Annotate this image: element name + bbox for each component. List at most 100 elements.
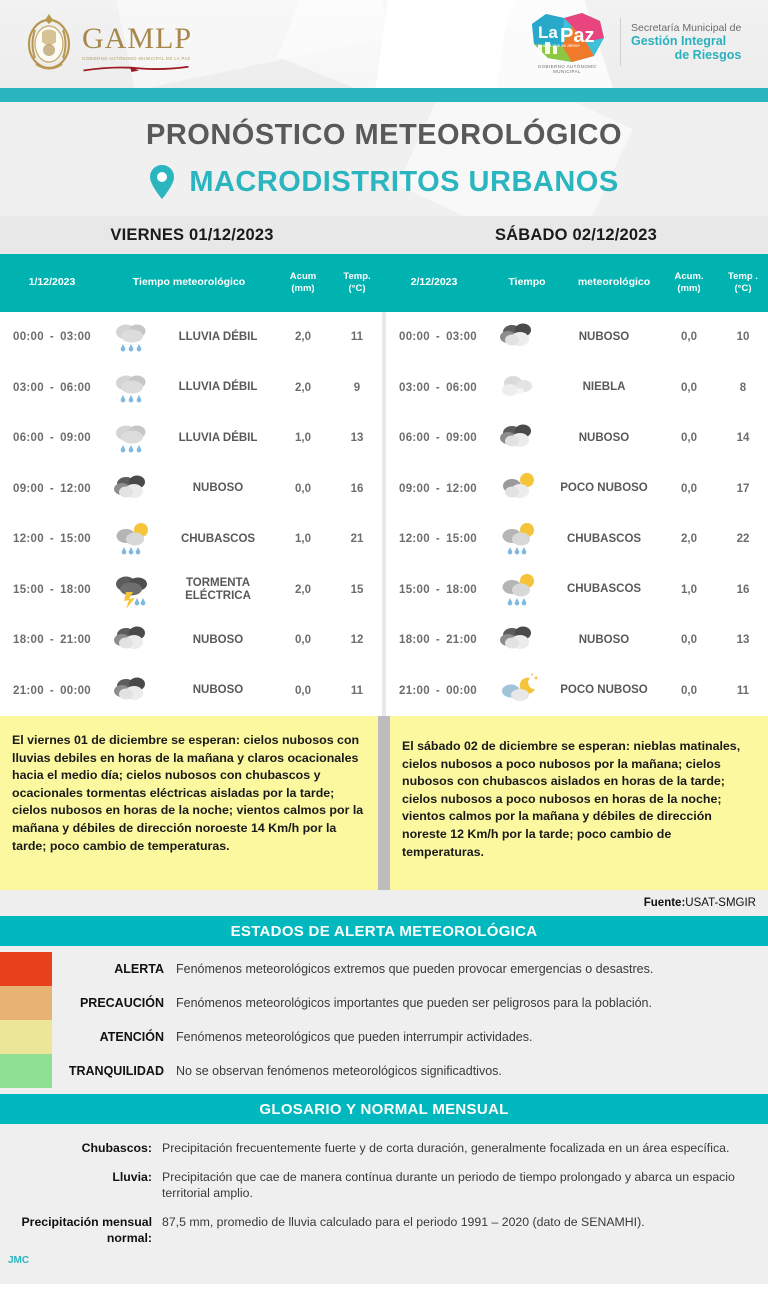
weather-description: NUBOSO — [578, 633, 630, 646]
row-weather-icon-cell — [104, 464, 162, 515]
table-header-saturday: 2/12/2023 Tiempo meteorológico Acum. (mm… — [382, 254, 768, 312]
lapaz-mark-icon: La Paz ciudad que se atreve GOBIERNO AUT… — [524, 12, 610, 74]
row-acum-cell: 2,0 — [274, 363, 332, 414]
temp-value: 21 — [350, 533, 364, 546]
alert-level-name: ATENCIÓN — [99, 1030, 164, 1044]
alert-level-description: No se observan fenómenos meteorológicos … — [176, 1064, 502, 1078]
row-weather-desc-cell: NUBOSO — [162, 464, 274, 515]
forecast-row: 18:00 - 21:00 NUBOSO 0,0 — [0, 615, 382, 666]
time-to: 03:00 — [60, 331, 91, 344]
temp-value: 16 — [736, 583, 750, 596]
lapaz-caption: GOBIERNO AUTÓNOMO MUNICIPAL — [537, 64, 597, 74]
temp-value: 13 — [736, 634, 750, 647]
cloudy-icon — [496, 621, 542, 659]
coat-of-arms-icon — [22, 10, 76, 74]
day-heading-label: VIERNES 01/12/2023 — [110, 225, 274, 244]
forecast-row: 03:00 - 06:00 LLUVIA DÉBIL 2,0 9 — [0, 363, 382, 414]
time-dash: - — [49, 432, 55, 445]
glossary-term: Lluvia: — [112, 1169, 152, 1184]
acum-value: 1,0 — [295, 432, 311, 445]
time-to: 06:00 — [60, 381, 91, 394]
row-time-range: 09:00 - 12:00 — [0, 464, 104, 515]
time-to: 09:00 — [446, 432, 477, 445]
row-temp-cell: 15 — [332, 565, 382, 616]
forecast-row: 15:00 - 18:00 CHUBASCOS 1,0 16 — [386, 565, 768, 616]
time-from: 21:00 — [13, 684, 44, 697]
temp-value: 14 — [736, 432, 750, 445]
acum-value: 1,0 — [681, 583, 697, 596]
row-time-range: 18:00 - 21:00 — [386, 615, 490, 666]
row-time-range: 18:00 - 21:00 — [0, 615, 104, 666]
time-from: 09:00 — [399, 482, 430, 495]
forecast-table-body: 00:00 - 03:00 LLUVIA DÉBIL 2,0 11 — [0, 312, 768, 716]
cloudy-icon — [496, 318, 542, 356]
time-to: 18:00 — [446, 583, 477, 596]
row-weather-icon-cell — [490, 312, 548, 363]
alert-level-name: PRECAUCIÓN — [79, 996, 164, 1010]
time-to: 06:00 — [446, 381, 477, 394]
temp-value: 12 — [350, 634, 364, 647]
row-temp-cell: 13 — [718, 615, 768, 666]
glossary-term: Chubascos: — [81, 1141, 152, 1155]
row-acum-cell: 1,0 — [660, 565, 718, 616]
location-pin-icon — [149, 164, 175, 200]
row-time-range: 15:00 - 18:00 — [0, 565, 104, 616]
row-time-range: 15:00 - 18:00 — [386, 565, 490, 616]
time-from: 12:00 — [13, 533, 44, 546]
secretaria-line-2: Gestión Integral — [631, 33, 727, 48]
time-dash: - — [435, 684, 441, 697]
row-temp-cell: 13 — [332, 413, 382, 464]
row-temp-cell: 17 — [718, 464, 768, 515]
row-temp-cell: 8 — [718, 363, 768, 414]
row-weather-desc-cell: NUBOSO — [162, 666, 274, 717]
forecast-column-saturday: 00:00 - 03:00 NUBOSO 0,0 — [386, 312, 768, 716]
row-weather-desc-cell: POCO NUBOSO — [548, 666, 660, 717]
row-time-range: 12:00 - 15:00 — [0, 514, 104, 565]
row-acum-cell: 0,0 — [660, 413, 718, 464]
note-divider — [378, 716, 382, 890]
alert-level-description: Fenómenos meteorológicos importantes que… — [176, 996, 652, 1010]
forecast-row: 09:00 - 12:00 POCO NUBOSO 0,0 17 — [386, 464, 768, 515]
svg-text:ciudad que se atreve: ciudad que se atreve — [538, 43, 580, 48]
temp-value: 15 — [350, 583, 364, 596]
secretaria-line-1: Secretaría Municipal de — [631, 21, 742, 34]
day-heading-label: SÁBADO 02/12/2023 — [494, 225, 658, 244]
forecast-notes-section: El viernes 01 de diciembre se esperan: c… — [0, 716, 768, 890]
row-weather-desc-cell: TORMENTA ELÉCTRICA — [162, 565, 274, 616]
page-header: GAMLP GOBIERNO AUTÓNOMO MUNICIPAL DE LA … — [0, 0, 768, 88]
row-weather-desc-cell: NUBOSO — [162, 615, 274, 666]
note-friday: El viernes 01 de diciembre se esperan: c… — [0, 716, 378, 890]
temp-value: 16 — [350, 482, 364, 495]
time-from: 00:00 — [399, 331, 430, 344]
time-from: 06:00 — [13, 432, 44, 445]
time-from: 15:00 — [399, 583, 430, 596]
forecast-row: 21:00 - 00:00 POCO NUBOSO 0,0 11 — [386, 666, 768, 717]
weather-description: POCO NUBOSO — [560, 684, 648, 697]
alert-section-title: ESTADOS DE ALERTA METEOROLÓGICA — [230, 922, 538, 940]
acum-value: 1,0 — [295, 533, 311, 546]
source-label: Fuente: — [643, 897, 686, 909]
temp-value: 8 — [739, 381, 747, 394]
row-acum-cell: 1,0 — [274, 514, 332, 565]
time-dash: - — [435, 634, 441, 647]
col-header-date: 2/12/2023 — [410, 276, 458, 289]
time-dash: - — [435, 381, 441, 394]
weather-description: NUBOSO — [192, 633, 244, 646]
time-dash: - — [435, 331, 441, 344]
glossary-term: Precipitación mensual normal: — [21, 1214, 152, 1246]
col-header-weather-a: Tiempo — [508, 276, 546, 289]
row-weather-desc-cell: NUBOSO — [548, 615, 660, 666]
weather-description: LLUVIA DÉBIL — [178, 431, 258, 444]
note-saturday: El sábado 02 de diciembre se esperan: ni… — [390, 716, 768, 890]
weather-description: LLUVIA DÉBIL — [178, 381, 258, 394]
acum-value: 0,0 — [681, 381, 697, 394]
weather-description: POCO NUBOSO — [560, 482, 648, 495]
time-from: 09:00 — [13, 482, 44, 495]
day-headings-row: VIERNES 01/12/2023 SÁBADO 02/12/2023 — [0, 216, 768, 254]
row-weather-desc-cell: POCO NUBOSO — [548, 464, 660, 515]
fog-icon — [496, 369, 542, 407]
time-to: 21:00 — [446, 634, 477, 647]
acum-value: 2,0 — [295, 331, 311, 344]
forecast-row: 00:00 - 03:00 LLUVIA DÉBIL 2,0 11 — [0, 312, 382, 363]
